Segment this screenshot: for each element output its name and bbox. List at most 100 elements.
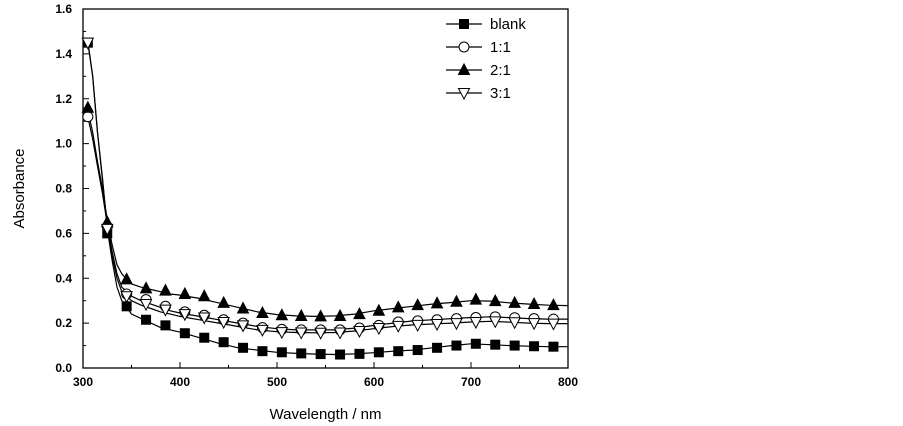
data-point-2-1 — [488, 294, 502, 307]
data-point-blank — [199, 332, 210, 343]
x-axis-title: Wavelength / nm — [270, 406, 382, 423]
legend-marker-1-1 — [458, 41, 470, 53]
data-point-blank — [160, 320, 171, 331]
x-tick-label: 300 — [73, 375, 93, 389]
series-markers — [81, 37, 560, 360]
data-point-3-1 — [469, 317, 483, 330]
y-tick-label: 0.8 — [55, 182, 72, 196]
data-point-blank — [141, 314, 152, 325]
data-point-blank — [179, 328, 190, 339]
y-tick-label: 1.0 — [55, 137, 72, 151]
data-point-3-1 — [217, 317, 230, 330]
data-point-blank — [238, 342, 249, 353]
x-tick-label: 400 — [170, 375, 190, 389]
data-point-blank — [296, 348, 307, 359]
legend: blank 1:1 2:1 3:1 — [446, 16, 526, 102]
data-point-3-1 — [430, 319, 444, 332]
data-point-3-1 — [450, 318, 463, 331]
data-point-2-1 — [120, 272, 133, 285]
data-point-3-1 — [139, 299, 153, 312]
data-point-blank — [354, 348, 365, 359]
legend-label-3-1: 3:1 — [490, 85, 511, 102]
data-point-3-1 — [547, 318, 560, 331]
data-point-3-1 — [120, 291, 133, 304]
data-point-2-1 — [294, 308, 308, 321]
legend-label-1-1: 1:1 — [490, 39, 511, 56]
data-point-blank — [335, 349, 346, 360]
data-point-2-1 — [159, 283, 172, 296]
x-tick-label: 500 — [267, 375, 287, 389]
data-point-3-1 — [372, 323, 386, 336]
data-point-3-1 — [236, 320, 250, 333]
data-point-3-1 — [81, 37, 95, 50]
legend-label-2-1: 2:1 — [490, 62, 511, 79]
data-point-blank — [529, 341, 540, 352]
data-point-2-1 — [527, 296, 541, 310]
data-point-3-1 — [256, 324, 269, 337]
data-point-2-1 — [217, 295, 230, 308]
data-point-3-1 — [391, 320, 405, 333]
data-point-2-1 — [139, 281, 153, 294]
data-point-3-1 — [197, 312, 211, 325]
data-point-2-1 — [547, 298, 560, 311]
data-point-2-1 — [450, 294, 463, 307]
data-point-2-1 — [353, 307, 366, 320]
data-point-3-1 — [353, 325, 366, 339]
x-tick-label: 700 — [461, 375, 481, 389]
data-point-2-1 — [256, 305, 269, 319]
data-point-3-1 — [314, 327, 327, 340]
data-point-3-1 — [333, 327, 347, 340]
data-point-3-1 — [178, 309, 192, 322]
data-point-3-1 — [508, 317, 521, 330]
y-tick-label: 0.4 — [55, 271, 72, 285]
data-point-2-1 — [469, 292, 483, 305]
data-point-2-1 — [411, 298, 424, 311]
y-tick-label: 1.4 — [55, 47, 72, 61]
y-tick-label: 1.2 — [55, 92, 72, 106]
legend-marker-2-1 — [457, 62, 471, 75]
data-point-blank — [509, 340, 520, 351]
data-point-3-1 — [488, 316, 502, 329]
series-line-2-1 — [82, 107, 569, 317]
legend-label-blank: blank — [490, 16, 526, 33]
data-point-1-1 — [82, 111, 94, 123]
y-axis-title: Absorbance — [11, 148, 28, 228]
data-point-3-1 — [100, 223, 114, 236]
data-point-2-1 — [236, 301, 250, 314]
data-point-3-1 — [159, 304, 172, 317]
data-point-blank — [373, 347, 384, 358]
data-point-2-1 — [178, 286, 192, 299]
data-point-2-1 — [430, 296, 444, 309]
data-point-blank — [218, 337, 229, 348]
x-tick-label: 600 — [364, 375, 384, 389]
data-point-2-1 — [314, 309, 327, 322]
data-point-3-1 — [275, 327, 289, 340]
data-point-3-1 — [411, 319, 424, 332]
data-point-blank — [276, 347, 287, 358]
data-point-3-1 — [527, 318, 541, 331]
y-tick-label: 0.2 — [55, 316, 72, 330]
legend-marker-3-1 — [457, 88, 471, 101]
data-point-2-1 — [197, 289, 211, 302]
data-point-2-1 — [372, 303, 386, 316]
data-point-blank — [548, 341, 559, 352]
data-point-blank — [393, 346, 404, 357]
data-point-blank — [257, 346, 268, 357]
data-point-blank — [470, 338, 481, 349]
data-point-2-1 — [333, 308, 347, 321]
y-tick-label: 0.6 — [55, 226, 72, 240]
data-point-blank — [490, 339, 501, 350]
data-point-3-1 — [294, 327, 308, 340]
data-point-blank — [451, 340, 462, 351]
axis-ticks: 300 400 500 600 700 800 0.0 0.2 0.4 0.6 0.8 1.0 1.2 1… — [55, 2, 578, 389]
data-point-blank — [315, 349, 326, 360]
data-point-2-1 — [508, 295, 521, 308]
data-point-blank — [412, 345, 423, 356]
data-point-2-1 — [391, 300, 405, 313]
y-tick-label: 0.0 — [55, 361, 72, 375]
y-tick-label: 1.6 — [55, 2, 72, 16]
data-point-2-1 — [81, 100, 95, 113]
data-point-blank — [432, 342, 443, 353]
data-point-2-1 — [275, 308, 289, 321]
